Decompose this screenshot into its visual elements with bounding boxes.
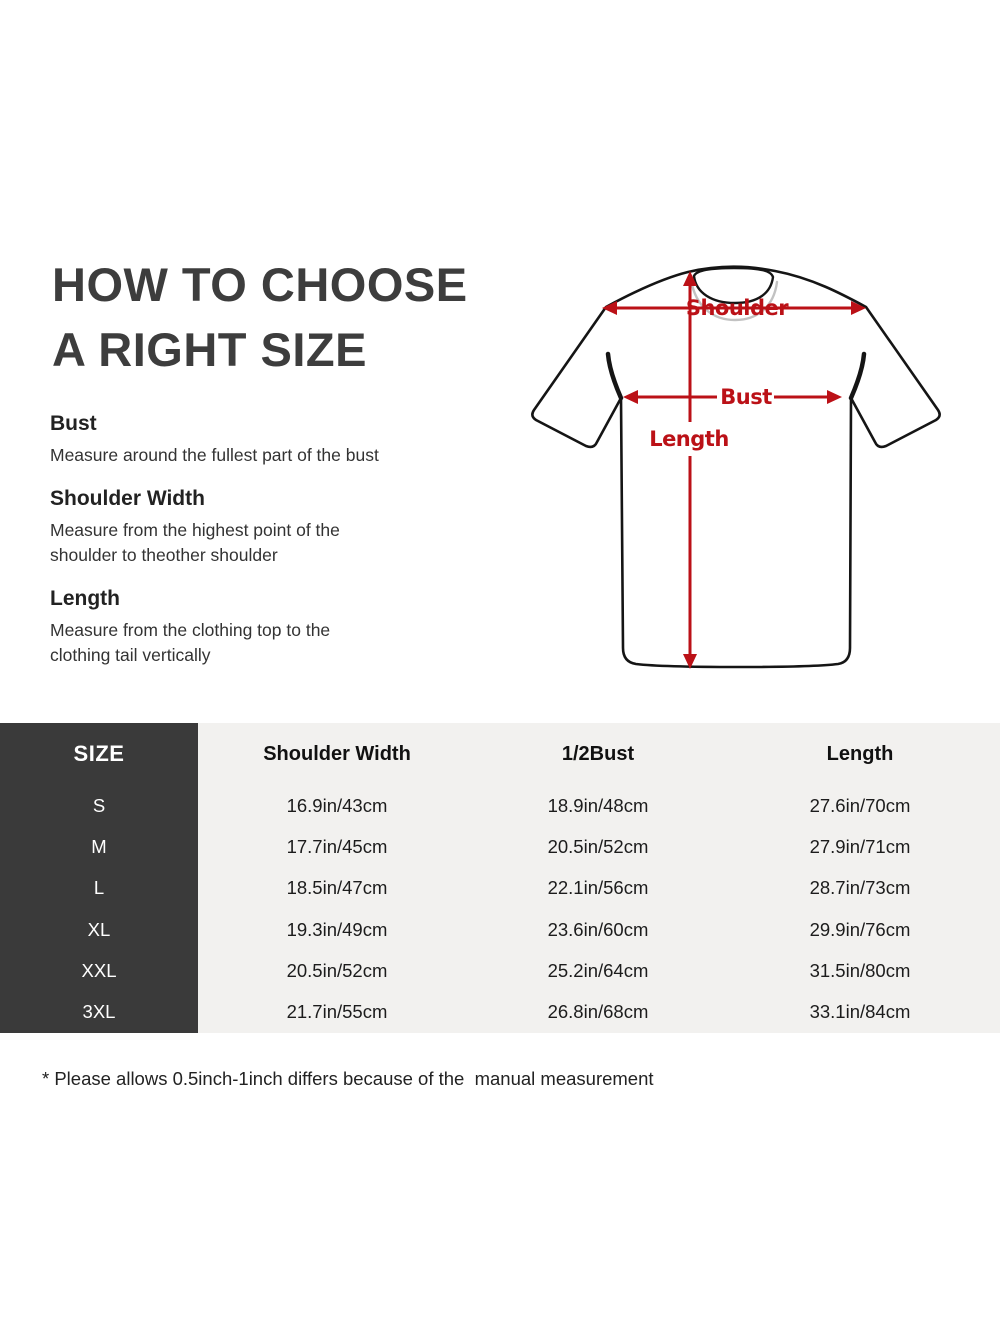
length-cell: 29.9in/76cm <box>809 918 911 940</box>
table-row: 3XL 21.7in/55cm 26.8in/68cm 33.1in/84cm <box>0 991 1000 1033</box>
length-cell: 28.7in/73cm <box>809 877 911 899</box>
instruction-shoulder-width-line2: shoulder to theother shoulder <box>50 545 278 565</box>
half-bust-cell: 25.2in/64cm <box>547 959 649 981</box>
left-armpit-crease <box>605 351 624 401</box>
length-cell: 27.6in/70cm <box>809 794 911 816</box>
length-arrow <box>683 271 697 669</box>
instruction-length-line2: clothing tail vertically <box>50 645 211 665</box>
measurement-disclaimer: * Please allows 0.5inch-1inch differs be… <box>42 1068 654 1089</box>
shoulder-width-cell: 17.7in/45cm <box>286 835 388 857</box>
size-table-header-row: SIZE Shoulder Width 1/2Bust Length <box>0 723 1000 785</box>
size-table-header-half-bust: 1/2Bust <box>561 742 635 765</box>
shoulder-width-cell: 19.3in/49cm <box>286 918 388 940</box>
instruction-shoulder-width: Shoulder Width Measure from the highest … <box>50 487 490 568</box>
size-table-header-length: Length <box>826 742 894 765</box>
bust-arrow <box>623 390 842 404</box>
table-row: L 18.5in/47cm 22.1in/56cm 28.7in/73cm <box>0 867 1000 909</box>
shoulder-width-cell: 21.7in/55cm <box>286 1001 388 1023</box>
page-title-line2: A RIGHT SIZE <box>52 323 367 376</box>
half-bust-cell: 22.1in/56cm <box>547 877 649 899</box>
page-title: HOW TO CHOOSE A RIGHT SIZE <box>52 252 468 382</box>
length-cell: 27.9in/71cm <box>809 835 911 857</box>
instruction-bust: Bust Measure around the fullest part of … <box>50 412 490 468</box>
instruction-length-line1: Measure from the clothing top to the <box>50 620 331 640</box>
instructions: Bust Measure around the fullest part of … <box>50 412 490 668</box>
instruction-length-heading: Length <box>50 587 120 610</box>
shoulder-label: Shoulder <box>686 296 789 320</box>
size-table: SIZE Shoulder Width 1/2Bust Length S 16.… <box>0 723 1000 1033</box>
size-cell: L <box>0 867 198 909</box>
shoulder-width-cell: 18.5in/47cm <box>286 877 388 899</box>
size-table-header-shoulder-width: Shoulder Width <box>263 742 411 765</box>
instruction-bust-heading: Bust <box>50 412 97 435</box>
size-table-header-size: SIZE <box>0 723 198 785</box>
length-cell: 33.1in/84cm <box>809 1001 911 1023</box>
table-row: M 17.7in/45cm 20.5in/52cm 27.9in/71cm <box>0 826 1000 868</box>
bust-label: Bust <box>720 385 772 409</box>
page-title-line1: HOW TO CHOOSE <box>52 258 468 311</box>
length-label: Length <box>649 427 729 451</box>
size-cell: XL <box>0 908 198 951</box>
shoulder-width-cell: 16.9in/43cm <box>286 794 388 816</box>
shoulder-width-cell: 20.5in/52cm <box>286 959 388 981</box>
half-bust-cell: 20.5in/52cm <box>547 835 649 857</box>
size-cell: 3XL <box>0 991 198 1033</box>
tshirt-diagram: Shoulder Bust Length <box>531 265 941 669</box>
collar-opening <box>692 266 775 305</box>
instruction-length: Length Measure from the clothing top to … <box>50 587 490 668</box>
table-row: XL 19.3in/49cm 23.6in/60cm 29.9in/76cm <box>0 908 1000 951</box>
size-cell: S <box>0 785 198 827</box>
instruction-shoulder-width-heading: Shoulder Width <box>50 487 205 510</box>
right-armpit-crease <box>848 351 867 401</box>
shoulder-arrow <box>602 301 866 315</box>
tshirt-outline <box>531 265 941 669</box>
length-cell: 31.5in/80cm <box>809 959 911 981</box>
collar-shadow <box>689 278 779 322</box>
half-bust-cell: 26.8in/68cm <box>547 1001 649 1023</box>
instruction-bust-line: Measure around the fullest part of the b… <box>50 445 379 465</box>
half-bust-cell: 18.9in/48cm <box>547 794 649 816</box>
half-bust-cell: 23.6in/60cm <box>547 918 649 940</box>
table-row: XXL 20.5in/52cm 25.2in/64cm 31.5in/80cm <box>0 950 1000 992</box>
table-row: S 16.9in/43cm 18.9in/48cm 27.6in/70cm <box>0 785 1000 827</box>
size-cell: XXL <box>0 950 198 992</box>
instruction-shoulder-width-line1: Measure from the highest point of the <box>50 520 340 540</box>
size-cell: M <box>0 826 198 868</box>
